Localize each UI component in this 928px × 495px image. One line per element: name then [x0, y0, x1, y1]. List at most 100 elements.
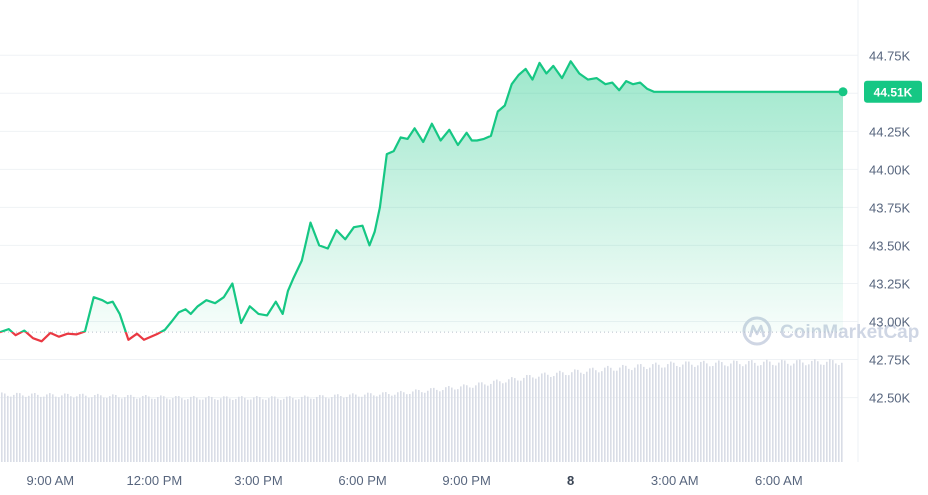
- volume-bar: [598, 372, 600, 462]
- volume-bar: [601, 371, 603, 462]
- volume-bar: [385, 392, 387, 462]
- volume-bar: [301, 396, 303, 462]
- volume-bar: [484, 384, 486, 462]
- volume-bar: [253, 397, 255, 462]
- volume-bar: [787, 363, 789, 462]
- price-area: [0, 61, 843, 333]
- volume-bar: [823, 364, 825, 462]
- volume-bar: [148, 396, 150, 462]
- volume-bar: [226, 396, 228, 462]
- volume-bar: [490, 383, 492, 462]
- volume-bar: [487, 385, 489, 462]
- volume-bar: [316, 396, 318, 462]
- volume-bar: [451, 387, 453, 462]
- volume-bar: [757, 365, 759, 462]
- volume-bar: [664, 367, 666, 462]
- volume-bar: [559, 370, 561, 462]
- volume-bar: [205, 397, 207, 462]
- volume-bar: [541, 373, 543, 462]
- volume-bar: [436, 389, 438, 462]
- volume-bar: [319, 394, 321, 462]
- volume-bar: [40, 396, 42, 462]
- volume-bar: [94, 395, 96, 462]
- volume-bar: [820, 364, 822, 462]
- volume-bar: [61, 395, 63, 462]
- volume-bar: [217, 399, 219, 462]
- volume-bar: [106, 397, 108, 462]
- volume-bar: [604, 367, 606, 462]
- volume-bar: [472, 387, 474, 462]
- volume-bar: [466, 385, 468, 462]
- volume-bar: [748, 360, 750, 462]
- volume-bar: [364, 394, 366, 462]
- volume-bar: [391, 395, 393, 462]
- volume-bar: [199, 399, 201, 462]
- y-tick-label: 44.00K: [869, 162, 911, 177]
- volume-bar: [388, 394, 390, 462]
- volume-bar: [64, 393, 66, 462]
- volume-bar: [181, 398, 183, 462]
- volume-bar: [19, 393, 21, 462]
- volume-bar: [556, 372, 558, 462]
- volume-bar: [322, 395, 324, 462]
- volume-bar: [256, 396, 258, 462]
- volume-bar: [157, 396, 159, 462]
- volume-bar: [499, 381, 501, 462]
- volume-bar: [649, 367, 651, 462]
- volume-bar: [373, 395, 375, 462]
- x-tick-label: 9:00 AM: [26, 473, 74, 488]
- volume-bar: [526, 374, 528, 462]
- volume-bar: [763, 361, 765, 462]
- volume-bar: [172, 398, 174, 462]
- volume-bar: [808, 364, 810, 462]
- volume-bar: [325, 397, 327, 462]
- volume-bar: [475, 385, 477, 462]
- volume-bar: [706, 363, 708, 462]
- volume-bar: [169, 399, 171, 462]
- volume-bar: [574, 369, 576, 462]
- volume-bar: [97, 393, 99, 462]
- volume-bar: [814, 359, 816, 462]
- volume-bar: [241, 396, 243, 462]
- volume-bar: [142, 395, 144, 462]
- volume-bar: [214, 399, 216, 462]
- volume-bar: [43, 396, 45, 462]
- volume-bar: [442, 390, 444, 462]
- volume-bar: [619, 367, 621, 462]
- volume-bar: [238, 396, 240, 462]
- volume-bar: [448, 385, 450, 462]
- volume-bar: [118, 397, 120, 462]
- volume-bar: [196, 397, 198, 462]
- volume-bar: [454, 389, 456, 462]
- volume-bar: [496, 379, 498, 462]
- volume-bar: [832, 360, 834, 462]
- volume-bar: [439, 391, 441, 462]
- volume-bar: [802, 362, 804, 462]
- volume-bar: [760, 365, 762, 462]
- volume-bar: [232, 399, 234, 462]
- volume-bar: [406, 394, 408, 462]
- volume-bar: [508, 379, 510, 462]
- volume-bar: [589, 368, 591, 462]
- volume-bar: [535, 378, 537, 462]
- volume-bar: [28, 395, 30, 462]
- volume-bar: [283, 398, 285, 462]
- volume-bar: [550, 376, 552, 462]
- volume-bar: [673, 362, 675, 462]
- volume-bar: [766, 359, 768, 462]
- volume-bar: [676, 365, 678, 462]
- volume-bar: [463, 384, 465, 462]
- volume-bar: [115, 394, 117, 462]
- volume-bar: [514, 378, 516, 462]
- volume-bar: [415, 389, 417, 462]
- volume-bar: [358, 396, 360, 462]
- volume-bar: [571, 372, 573, 462]
- volume-bar: [277, 398, 279, 462]
- volume-bar: [793, 363, 795, 462]
- volume-bar: [577, 369, 579, 462]
- volume-bar: [532, 377, 534, 462]
- volume-bar: [397, 392, 399, 462]
- volume-bar: [775, 365, 777, 462]
- volume-bar: [133, 396, 135, 462]
